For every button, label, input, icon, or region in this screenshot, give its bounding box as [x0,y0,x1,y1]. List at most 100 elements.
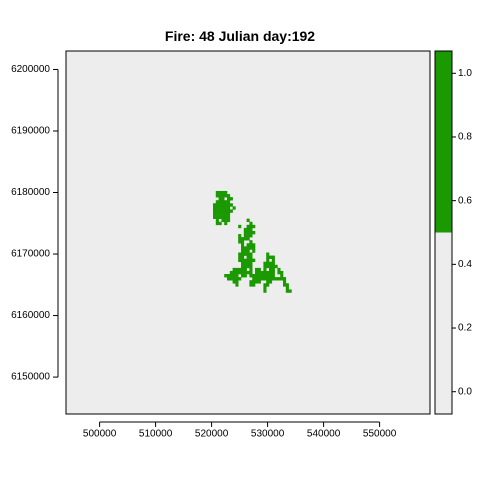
burned-cell [283,277,287,281]
burned-cell [257,274,261,278]
burned-cell [249,243,253,247]
burned-cell [238,237,242,241]
burned-cell [263,286,267,290]
colorbar-tick-label: 0.2 [458,323,472,334]
burned-cell [224,221,228,226]
burned-cell [218,194,222,198]
burned-cell [218,206,222,210]
burned-cell [227,197,231,201]
burned-cell [224,212,228,216]
burned-cell [266,252,270,256]
burned-cell [243,270,247,275]
burned-cell [252,274,256,278]
burned-cell [263,283,267,287]
burned-cell [213,215,217,219]
burned-cell [252,243,256,247]
burned-cell [235,274,239,278]
burned-cell [218,200,222,204]
burned-cell [269,264,273,269]
burned-cell [243,261,247,266]
burned-cell [252,280,256,284]
burned-cell [238,252,242,256]
burned-cell [252,249,256,253]
burned-cell [271,264,275,269]
y-tick-label: 6160000 [11,310,50,321]
burned-cell [224,194,228,198]
burned-cell [241,240,245,244]
burned-cell [232,274,236,278]
burned-cell [249,280,253,284]
y-tick-label: 6150000 [11,372,50,383]
burned-cell [266,255,270,259]
burned-cell [246,270,250,275]
burned-cell [274,264,278,269]
burned-cell [255,274,259,278]
burned-cell [224,218,228,223]
burned-cell [229,203,233,207]
burned-cell [243,234,247,238]
burned-cell [215,206,219,210]
burned-cell [249,230,253,235]
burned-cell [232,206,236,210]
burned-cell [252,277,256,281]
burned-cell [246,261,250,266]
burned-cell [246,218,250,223]
burned-cell [263,261,267,266]
burned-cell [266,283,270,287]
burned-cell [243,264,247,269]
burned-cell [224,190,228,195]
burned-cell [224,206,228,210]
burned-cell [277,267,281,272]
burned-cell [263,274,267,278]
burned-cell [241,258,245,263]
burned-cell [243,258,247,263]
burned-cell [246,258,250,263]
colorbar-tick-label: 1.0 [458,68,472,79]
burned-cell [227,203,231,207]
burned-cell [235,267,239,272]
burned-cell [271,261,275,266]
burned-cell [288,289,292,293]
y-tick-label: 6180000 [11,187,50,198]
burned-cell [213,206,217,210]
burned-cell [227,274,231,278]
burned-cell [246,227,250,232]
burned-cell [241,243,245,247]
burned-cell [227,212,231,216]
burned-cell [269,261,273,266]
burned-cell [257,280,261,284]
burned-cell [263,270,267,275]
y-tick-label: 6170000 [11,249,50,260]
y-tick-label: 6200000 [11,64,50,75]
burned-cell [271,274,275,278]
burned-cell [249,267,253,272]
burned-cell [257,270,261,275]
burned-cell [238,277,242,281]
burned-cell [246,252,250,256]
burned-cell [224,274,228,278]
burned-cell [241,246,245,250]
x-tick-label: 540000 [307,429,341,440]
burned-cell [257,267,261,272]
burned-cell [232,270,236,275]
x-tick-label: 520000 [195,429,229,440]
burned-cell [215,200,219,204]
burned-cell [232,267,236,272]
burned-cell [246,249,250,253]
burned-cell [229,274,233,278]
burned-cell [229,197,233,201]
burned-cell [246,255,250,259]
burned-cell [221,203,225,207]
burned-cell [227,215,231,219]
burned-cell [252,283,256,287]
burned-cell [215,215,219,219]
burned-cell [241,255,245,259]
burned-cell [215,218,219,223]
burned-cell [263,277,267,281]
burned-cell [215,209,219,213]
burned-cell [246,224,250,229]
burned-cell [235,280,239,284]
burned-cell [271,277,275,281]
burned-cell [249,246,253,250]
